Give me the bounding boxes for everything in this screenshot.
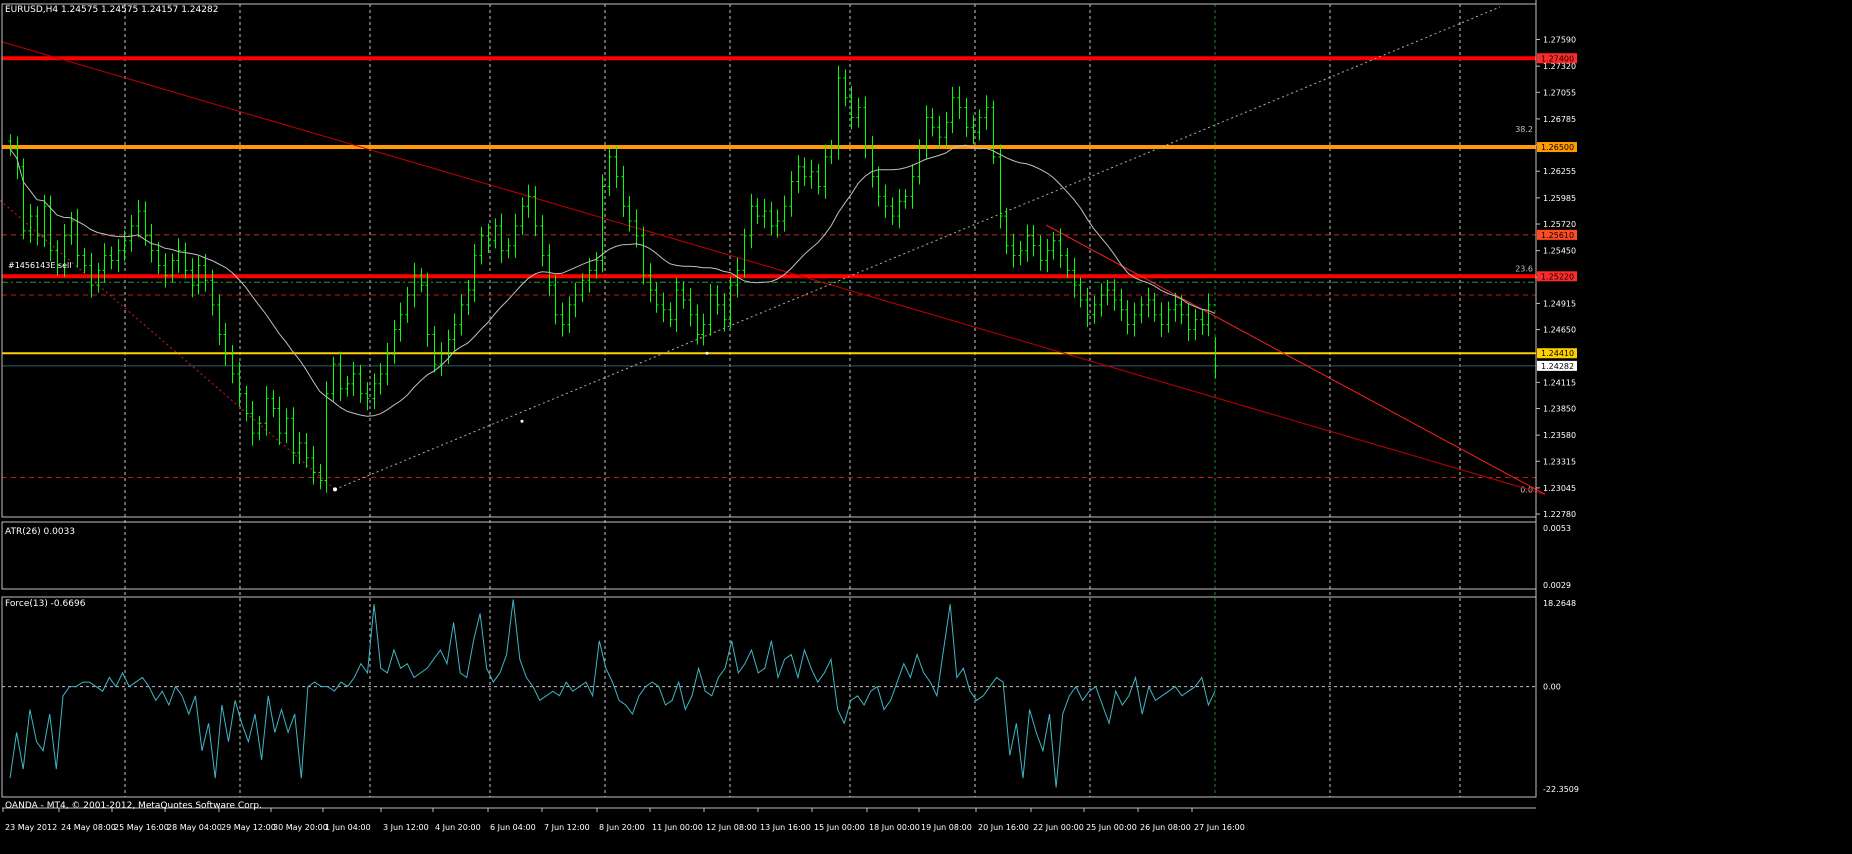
force-index-panel [2,599,1536,788]
horizontal-levels[interactable]: 38.2 23.6 0.0 [2,56,1536,494]
time-axis-label: 6 Jun 04:00 [490,823,536,832]
time-axis-label: 18 Jun 00:00 [869,823,920,832]
time-axis-label: 12 Jun 08:00 [706,823,757,832]
price-tick-label: 1.24115 [1543,378,1576,387]
moving-average-line [9,144,1216,417]
time-axis-label: 25 Jun 00:00 [1086,823,1137,832]
fibo-label: 23.6 [1515,264,1533,273]
price-tag-label: 1.26500 [1541,143,1574,152]
price-tag [1537,271,1577,282]
price-tick-label: 1.22780 [1543,510,1576,519]
time-axis-label: 29 May 12:00 [221,823,276,832]
price-tag [1537,360,1577,371]
panel-frame [1,3,1537,518]
time-axis-label: 30 May 20:00 [273,823,328,832]
force-index-line [9,599,1216,788]
price-tick-label: 1.23580 [1543,431,1576,440]
time-axis-label: 1 Jun 04:00 [325,823,371,832]
force-axis-label: 0.00 [1543,683,1561,692]
chart-header: EURUSD,H4 1.24575 1.24575 1.24157 1.2428… [5,5,218,15]
trendline[interactable] [334,6,1501,490]
time-axis-label: 13 Jun 16:00 [760,823,811,832]
price-tick-label: 1.25985 [1543,194,1576,203]
time-axis-label: 22 Jun 00:00 [1033,823,1084,832]
time-axis-label: 8 Jun 20:00 [599,823,645,832]
time-axis-label: 23 May 2012 [5,823,57,832]
panel-frame [1,521,1537,590]
force-label: Force(13) -0.6696 [5,599,86,609]
atr-label: ATR(26) 0.0033 [5,527,75,537]
price-tag-label: 1.24410 [1541,349,1574,358]
axes: 1.275901.273201.270551.267851.265201.262… [2,0,1579,832]
time-axis-label: 4 Jun 20:00 [435,823,481,832]
time-axis-label: 11 Jun 00:00 [652,823,703,832]
footer-copyright: OANDA - MT4, © 2001-2012, MetaQuotes Sof… [5,801,262,811]
fibo-label: 38.2 [1515,125,1533,134]
time-axis-label: 19 Jun 08:00 [921,823,972,832]
panel-frame [1,596,1537,798]
anchor-point [333,487,337,492]
price-tick-label: 1.24650 [1543,326,1576,335]
time-axis-label: 24 May 08:00 [61,823,116,832]
time-axis-label: 15 Jun 00:00 [814,823,865,832]
moving-average [9,144,1216,417]
time-axis-label: 25 May 16:00 [114,823,169,832]
price-tag-label: 1.24282 [1541,362,1574,371]
trendline[interactable] [0,199,336,490]
price-tick-label: 1.23850 [1543,404,1576,413]
price-tick-label: 1.27320 [1543,62,1576,71]
price-tick-label: 1.23315 [1543,457,1576,466]
atr-axis-label: 0.0053 [1543,524,1571,533]
time-axis-label: 26 Jun 08:00 [1140,823,1191,832]
object-label: #1456143E sell [8,261,71,270]
time-axis-label: 28 May 04:00 [167,823,222,832]
candles [8,65,1218,493]
price-tag-label: 1.25220 [1541,272,1574,281]
price-tick-label: 1.26255 [1543,167,1576,176]
time-axis-label: 7 Jun 12:00 [544,823,590,832]
force-axis-label: -22.3509 [1543,785,1579,794]
price-tick-label: 1.26785 [1543,115,1576,124]
anchor-point [520,419,524,423]
price-tag-label: 1.27400 [1541,54,1574,63]
price-tag [1537,142,1577,153]
anchor-point [705,351,709,355]
price-tick-label: 1.25450 [1543,247,1576,256]
price-tick-label: 1.25720 [1543,220,1576,229]
fibo-label: 0.0 [1520,485,1533,494]
time-axis-label: 3 Jun 12:00 [383,823,429,832]
panel-frames [1,3,1537,809]
price-tick-label: 1.24915 [1543,299,1576,308]
price-tick-label: 1.27055 [1543,88,1576,97]
trendline[interactable] [1045,224,1546,495]
price-tag [1537,348,1577,359]
price-tag [1537,229,1577,240]
price-tick-label: 1.23045 [1543,484,1576,493]
time-axis-label: 27 Jun 16:00 [1194,823,1245,832]
trendline[interactable] [0,41,1546,495]
price-tag [1537,53,1577,64]
trendlines[interactable] [0,6,1546,495]
time-axis-label: 20 Jun 16:00 [978,823,1029,832]
price-tag-label: 1.25610 [1541,231,1574,240]
price-tick-label: 1.27590 [1543,36,1576,45]
atr-axis-label: 0.0029 [1543,581,1571,590]
force-axis-label: 18.2648 [1543,599,1576,608]
